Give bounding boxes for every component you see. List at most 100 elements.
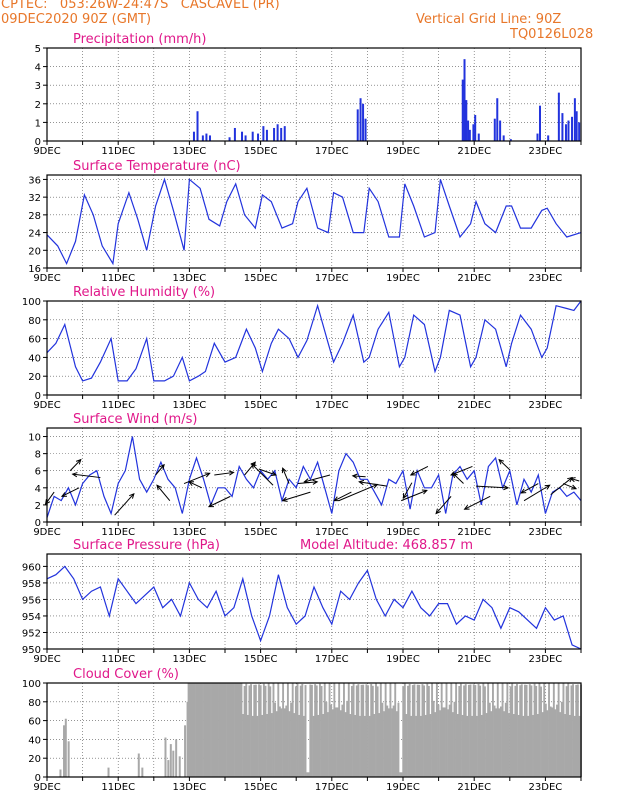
wind-arrow	[304, 474, 331, 483]
wind-arrow	[208, 495, 231, 508]
wind-arrow-head	[567, 476, 573, 483]
y-tick-label: 24	[28, 229, 41, 240]
y-tick-label: 3	[35, 81, 41, 92]
cloud-bar	[501, 683, 504, 777]
y-tick-label: 960	[22, 562, 41, 573]
cloud-bar	[206, 683, 209, 777]
cloud-bar	[315, 685, 318, 777]
cloud-bar	[477, 683, 480, 777]
wind-arrow-head	[281, 467, 287, 474]
x-tick-label: 11DEC	[101, 654, 135, 665]
cloud-bar	[322, 714, 325, 777]
wind-arrow	[352, 475, 366, 478]
wind-arrow-head	[207, 502, 214, 508]
y-tick-label: 28	[28, 211, 41, 222]
cloud-bar	[259, 685, 262, 777]
cloud-bar	[214, 683, 217, 777]
wind-arrow	[475, 485, 509, 489]
cloud-bar	[405, 714, 408, 777]
cloud-bar	[328, 683, 331, 777]
cloud-bar	[375, 683, 377, 777]
y-tick-label: 5	[35, 44, 41, 55]
wind-arrow-head	[435, 508, 441, 515]
y-tick-label: 100	[22, 297, 41, 308]
wind-arrow-head	[498, 458, 505, 465]
y-tick-label: 956	[22, 595, 41, 606]
cloud-bar	[498, 708, 501, 777]
wind-arrow	[464, 495, 491, 510]
cloud-bar	[272, 683, 275, 777]
cloud-bar	[224, 683, 227, 777]
precip-bar	[468, 129, 471, 141]
cloud-bar	[256, 715, 259, 777]
cloud-bar	[267, 683, 270, 777]
x-tick-label: 15DEC	[244, 782, 278, 793]
cloud-bar	[333, 683, 336, 777]
cloud-bar	[448, 704, 451, 777]
wind-arrow	[282, 491, 311, 502]
y-tick-label: 8	[35, 450, 41, 461]
cloud-bar	[210, 683, 212, 777]
cloud-bar	[336, 707, 339, 777]
cloud-bar	[362, 684, 365, 777]
wind-arrow	[251, 463, 274, 486]
cloud-bar	[384, 683, 387, 777]
cloud-bar	[320, 686, 323, 777]
cloud-bar	[175, 739, 178, 777]
y-tick-label: 0	[35, 518, 41, 529]
precip-bar	[564, 124, 567, 141]
cloud-bar	[218, 683, 220, 777]
wind-arrow	[258, 468, 277, 476]
precip-bar	[280, 127, 283, 141]
x-tick-label: 19DEC	[386, 273, 420, 284]
cloud-bar	[540, 686, 542, 777]
cloud-bar	[397, 702, 400, 777]
wind-arrow-head	[463, 504, 470, 510]
cloud-bar	[548, 683, 550, 777]
x-tick-label: 17DEC	[315, 273, 349, 284]
wind-arrow	[334, 491, 352, 502]
cloud-bar	[200, 683, 203, 777]
cloud-bar	[186, 701, 189, 777]
wind-arrow-head	[188, 481, 195, 487]
precip-bar	[362, 103, 365, 141]
y-tick-label: 80	[28, 698, 41, 709]
cloud-bar	[357, 684, 360, 777]
y-tick-label: 954	[22, 612, 41, 623]
wind-arrow-head	[449, 470, 457, 476]
cloud-bar	[211, 683, 214, 777]
x-tick-label: 17DEC	[315, 782, 349, 793]
cloud-bar	[167, 760, 170, 777]
cloud-bar	[269, 686, 272, 777]
cloud-bar	[67, 741, 70, 777]
cloud-bar	[203, 683, 206, 777]
cloud-bar	[455, 683, 458, 777]
wind-arrow-head	[75, 458, 82, 465]
y-tick-label: 60	[28, 335, 41, 346]
x-tick-label: 23DEC	[529, 654, 563, 665]
precip-bar	[283, 126, 286, 141]
cloud-bar	[492, 683, 494, 777]
humidity-title: Relative Humidity (%)	[73, 285, 215, 300]
precip-bar	[493, 118, 496, 141]
wind-arrow-head	[333, 496, 340, 502]
precip-bar	[364, 118, 367, 141]
x-tick-label: 19DEC	[386, 400, 420, 411]
precip-bar	[547, 135, 550, 141]
cloud-bar	[524, 684, 526, 777]
precip-bar	[502, 135, 505, 141]
cloud-bar	[141, 767, 144, 777]
cloud-bar	[527, 715, 530, 777]
cloud-bar	[359, 715, 361, 777]
cloud-bar	[576, 684, 579, 777]
cloud-bar	[237, 683, 240, 777]
cloud-bar	[538, 683, 541, 777]
cloud-bar	[411, 685, 414, 777]
cloud-bar	[450, 683, 453, 777]
precip-bar	[241, 131, 244, 141]
cloud-bar	[415, 715, 418, 777]
precip-bar	[276, 124, 279, 141]
cloud-bar	[451, 712, 454, 777]
y-tick-label: 0	[35, 391, 41, 402]
y-tick-label: 952	[22, 628, 41, 639]
